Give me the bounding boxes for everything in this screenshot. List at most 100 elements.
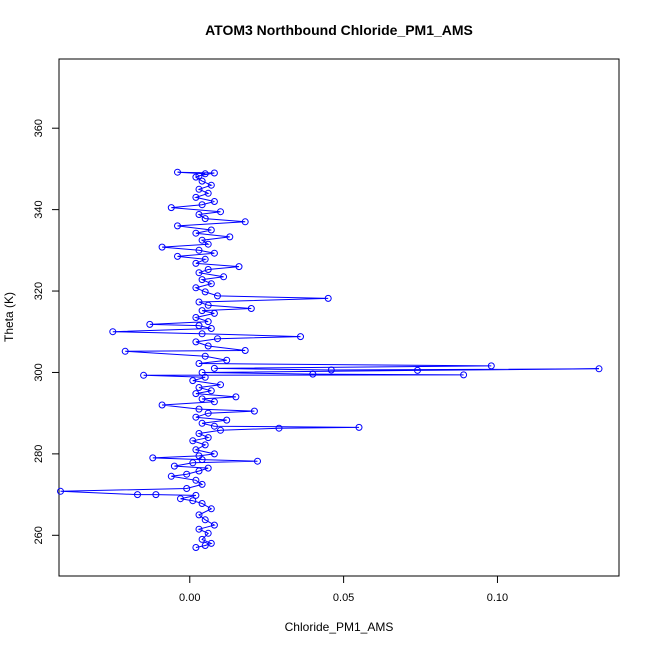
data-point <box>232 393 240 401</box>
y-tick-label: 320 <box>33 282 45 300</box>
data-point <box>210 398 218 406</box>
chart-title: ATOM3 Northbound Chloride_PM1_AMS <box>205 22 473 38</box>
data-point <box>204 434 212 442</box>
data-point <box>204 529 212 537</box>
data-point <box>275 424 283 432</box>
data-point <box>192 284 200 292</box>
data-point <box>195 360 203 367</box>
data-point <box>210 198 218 205</box>
data-point <box>207 280 215 288</box>
data-point <box>324 294 332 302</box>
data-point <box>207 539 215 547</box>
data-point <box>210 364 218 372</box>
data-point <box>241 218 249 226</box>
data-point <box>192 413 200 421</box>
x-axis: 0.00 0.05 0.10 <box>179 575 508 604</box>
data-point <box>207 181 215 189</box>
data-point <box>198 236 206 244</box>
data-point <box>158 243 166 251</box>
data-point <box>204 240 212 248</box>
data-point <box>204 409 212 417</box>
data-point <box>198 276 206 284</box>
data-point <box>210 450 218 458</box>
data-point <box>210 422 218 430</box>
data-point <box>214 292 221 300</box>
data-point <box>220 273 228 281</box>
data-point <box>174 168 181 176</box>
data-point <box>195 452 203 460</box>
data-point <box>195 185 203 193</box>
data-point <box>195 405 203 413</box>
data-point <box>140 371 148 379</box>
data-point <box>198 535 206 543</box>
data-point <box>146 320 154 328</box>
data-point <box>198 500 206 507</box>
data-point <box>223 356 231 364</box>
data-point <box>167 472 175 480</box>
data-point <box>595 365 603 373</box>
data-point <box>414 366 421 374</box>
data-point <box>195 322 203 330</box>
y-tick-label: 260 <box>33 526 45 544</box>
data-point <box>201 288 209 296</box>
data-point <box>241 347 249 354</box>
data-point <box>217 208 224 216</box>
y-tick-label: 280 <box>33 445 45 463</box>
data-point <box>204 318 212 326</box>
data-point <box>355 423 363 431</box>
data-point <box>201 542 209 549</box>
y-axis-label: Theta (K) <box>2 292 16 342</box>
data-point <box>217 426 224 434</box>
data-point <box>210 521 218 529</box>
data-point <box>192 476 200 484</box>
data-point <box>192 446 200 454</box>
data-point <box>201 255 209 263</box>
data-point <box>201 170 209 178</box>
data-point <box>327 366 335 374</box>
data-point <box>198 369 206 376</box>
x-tick-label: 0.10 <box>487 592 508 604</box>
data-point <box>235 263 243 271</box>
data-point <box>192 314 200 321</box>
data-point <box>207 387 215 395</box>
x-axis-label: Chloride_PM1_AMS <box>285 620 394 634</box>
data-point <box>247 305 255 312</box>
data-point <box>204 342 212 350</box>
x-tick-label: 0.00 <box>179 592 200 604</box>
y-axis: 260 280 300 320 340 360 <box>33 119 60 544</box>
data-point <box>174 252 181 260</box>
data-point <box>198 419 206 427</box>
y-tick-label: 340 <box>33 200 45 218</box>
data-point <box>198 480 206 488</box>
data-point <box>198 395 206 403</box>
y-tick-label: 360 <box>33 119 45 137</box>
series-layer <box>57 168 603 551</box>
data-point <box>204 189 212 197</box>
data-point <box>170 462 178 470</box>
data-point <box>217 381 224 389</box>
data-point <box>198 201 206 209</box>
data-point <box>192 491 200 499</box>
data-point <box>189 377 197 385</box>
series-line <box>60 171 600 548</box>
data-point <box>195 211 203 218</box>
data-point <box>134 491 141 499</box>
data-point <box>226 233 234 241</box>
data-point <box>192 390 200 398</box>
data-point <box>223 416 231 424</box>
data-point <box>183 485 191 492</box>
data-point <box>109 328 117 336</box>
data-point <box>158 401 166 409</box>
data-point <box>201 441 209 449</box>
data-point <box>195 384 203 391</box>
data-point <box>192 338 200 346</box>
data-point <box>207 505 215 513</box>
data-point <box>195 511 203 519</box>
data-point <box>201 516 209 524</box>
data-point <box>254 457 261 465</box>
data-point <box>192 544 200 551</box>
data-point <box>192 229 200 237</box>
data-point <box>195 525 203 533</box>
data-point <box>149 454 157 462</box>
data-point <box>189 497 197 505</box>
